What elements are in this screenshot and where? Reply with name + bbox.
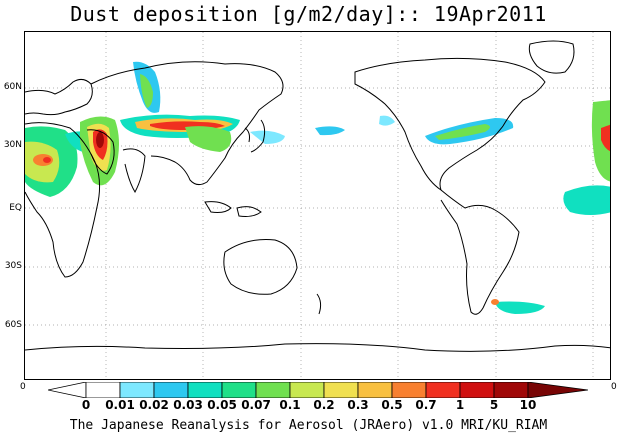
colorbar bbox=[48, 382, 588, 398]
footer-credit: The Japanese Reanalysis for Aerosol (JRA… bbox=[69, 418, 548, 433]
colorbar-cell bbox=[493, 382, 529, 398]
colorbar-cell bbox=[221, 382, 257, 398]
colorbar-tick-label: 0.5 bbox=[381, 398, 403, 412]
colorbar-tick-label: 0.01 bbox=[105, 398, 135, 412]
colorbar-tick-label: 0.05 bbox=[207, 398, 237, 412]
lat-label-30s: 30S bbox=[4, 261, 22, 271]
colorbar-tick-label: 10 bbox=[519, 398, 537, 412]
colorbar-tick-label: 0.2 bbox=[313, 398, 335, 412]
lat-label-60s: 60S bbox=[4, 320, 22, 330]
colorbar-tick-label: 5 bbox=[489, 398, 499, 412]
colorbar-tick-label: 0.3 bbox=[347, 398, 369, 412]
colorbar-cell bbox=[289, 382, 325, 398]
lat-label-eq: EQ bbox=[9, 203, 22, 213]
colorbar-tick-label: 0 bbox=[81, 398, 91, 412]
colorbar-cell bbox=[85, 382, 121, 398]
colorbar-tick-label: 1 bbox=[455, 398, 465, 412]
colorbar-cell bbox=[323, 382, 359, 398]
colorbar-cell bbox=[459, 382, 495, 398]
colorbar-right-end-label: 0 bbox=[611, 382, 617, 392]
map-panel bbox=[24, 31, 611, 380]
coastlines bbox=[25, 40, 610, 352]
colorbar-right-arrow bbox=[527, 382, 588, 398]
colorbar-cell bbox=[357, 382, 393, 398]
lat-label-30n: 30N bbox=[3, 140, 22, 150]
colorbar-cell bbox=[119, 382, 155, 398]
gridlines bbox=[25, 32, 610, 379]
colorbar-tick-label: 0.03 bbox=[173, 398, 203, 412]
colorbar-cell bbox=[187, 382, 223, 398]
colorbar-tick-label: 0.1 bbox=[279, 398, 301, 412]
colorbar-tick-label: 0.02 bbox=[139, 398, 169, 412]
lat-label-60n: 60N bbox=[3, 82, 22, 92]
colorbar-left-end-label: 0 bbox=[20, 382, 26, 392]
colorbar-cell bbox=[255, 382, 291, 398]
world-map bbox=[25, 32, 610, 379]
colorbar-cell bbox=[425, 382, 461, 398]
colorbar-left-arrow bbox=[48, 382, 87, 398]
colorbar-tick-label: 0.7 bbox=[415, 398, 437, 412]
dust-field bbox=[25, 61, 610, 314]
colorbar-cell bbox=[391, 382, 427, 398]
colorbar-tick-label: 0.07 bbox=[241, 398, 271, 412]
colorbar-cell bbox=[153, 382, 189, 398]
map-title: Dust deposition [g/m2/day]:: 19Apr2011 bbox=[70, 2, 547, 26]
